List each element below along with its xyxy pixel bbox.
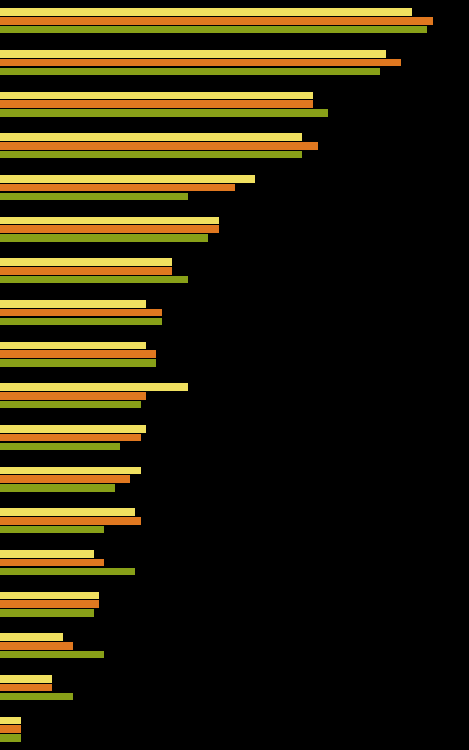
Bar — [0, 26, 427, 33]
Bar — [0, 550, 94, 557]
Bar — [0, 317, 161, 325]
Bar — [0, 601, 99, 608]
Bar — [0, 684, 52, 692]
Bar — [0, 392, 146, 400]
Bar — [0, 110, 328, 117]
Bar — [0, 725, 21, 733]
Bar — [0, 592, 99, 599]
Bar — [0, 226, 219, 233]
Bar — [0, 517, 141, 524]
Bar — [0, 92, 313, 99]
Bar — [0, 17, 432, 25]
Bar — [0, 466, 141, 474]
Bar — [0, 651, 104, 658]
Bar — [0, 433, 141, 441]
Bar — [0, 425, 146, 433]
Bar — [0, 193, 188, 200]
Bar — [0, 476, 130, 483]
Bar — [0, 134, 302, 141]
Bar — [0, 359, 156, 367]
Bar — [0, 175, 255, 182]
Bar — [0, 217, 219, 224]
Bar — [0, 350, 156, 358]
Bar — [0, 717, 21, 724]
Bar — [0, 58, 401, 66]
Bar — [0, 559, 104, 566]
Bar — [0, 675, 52, 682]
Bar — [0, 300, 146, 307]
Bar — [0, 734, 21, 742]
Bar — [0, 50, 386, 58]
Bar — [0, 8, 412, 16]
Bar — [0, 484, 114, 492]
Bar — [0, 342, 146, 350]
Bar — [0, 100, 313, 108]
Bar — [0, 68, 380, 75]
Bar — [0, 142, 318, 149]
Bar — [0, 442, 120, 450]
Bar — [0, 184, 234, 191]
Bar — [0, 267, 172, 274]
Bar — [0, 692, 73, 700]
Bar — [0, 276, 188, 284]
Bar — [0, 151, 302, 158]
Bar — [0, 234, 208, 242]
Bar — [0, 526, 104, 533]
Bar — [0, 309, 161, 316]
Bar — [0, 258, 172, 266]
Bar — [0, 509, 136, 516]
Bar — [0, 383, 188, 391]
Bar — [0, 633, 62, 640]
Bar — [0, 609, 94, 616]
Bar — [0, 642, 73, 650]
Bar — [0, 568, 136, 575]
Bar — [0, 400, 141, 408]
